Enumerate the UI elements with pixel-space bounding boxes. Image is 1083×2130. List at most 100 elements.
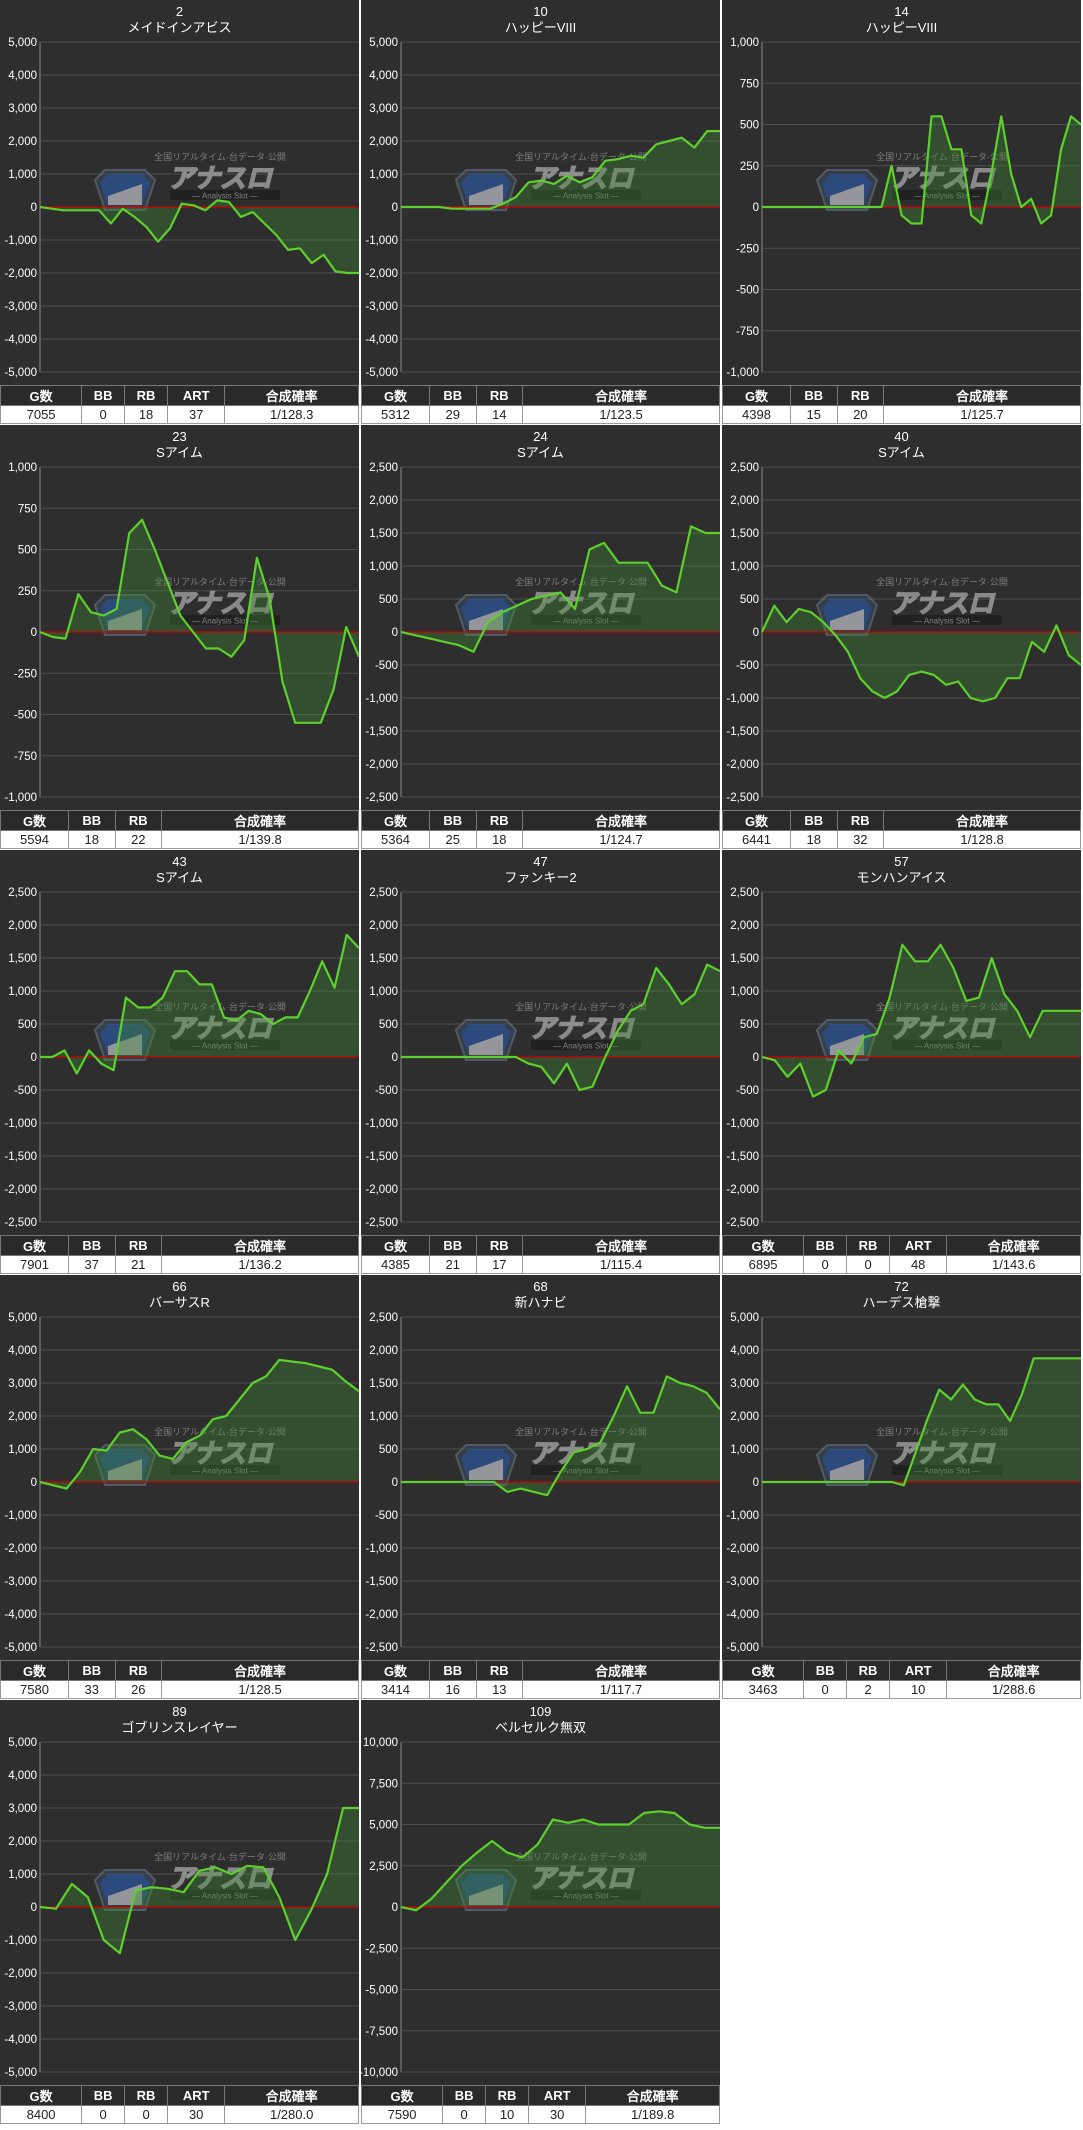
- y-tick-label: 2,000: [8, 920, 37, 932]
- stats-header: 合成確率: [224, 385, 359, 406]
- machine-number: 14: [894, 4, 909, 19]
- y-tick-label: 3,000: [8, 103, 37, 115]
- y-tick-label: -2,500: [726, 792, 759, 804]
- chart-panel: 5,000 4,000 3,000 2,000 1,000 0 -1,000 -2,000 -3…: [0, 0, 359, 424]
- stats-header: RB: [475, 385, 524, 406]
- y-tick-label: -5,000: [365, 367, 398, 379]
- y-tick-label: -2,000: [365, 1609, 398, 1621]
- stats-header: BB: [68, 1660, 116, 1681]
- y-tick-label: 0: [31, 1477, 37, 1489]
- stats-value: 13: [475, 1680, 524, 1699]
- machine-number: 2: [175, 4, 184, 19]
- stats-value: 1/189.8: [585, 2105, 720, 2124]
- chart-plot: 2,500 2,000 1,500 1,000 500 0 -500 -1,000 -1,500…: [365, 887, 720, 1229]
- chart-area: 1,000 750 500 250 0 -250 -500 -750 -1,000 全国リアルタイ…: [722, 0, 1081, 385]
- y-tick-label: 0: [392, 1902, 398, 1914]
- y-tick-label: -2,000: [4, 1543, 37, 1555]
- y-tick-label: 1,500: [369, 953, 398, 965]
- machine-name: Sアイム: [517, 445, 564, 460]
- watermark-top-text: 全国リアルタイム·台データ·公開: [515, 1001, 647, 1012]
- stats-header: RB: [114, 1660, 163, 1681]
- y-tick-label: -750: [14, 751, 37, 763]
- stats-header: ART: [528, 2085, 587, 2106]
- y-tick-label: -1,500: [4, 1151, 37, 1163]
- series-line: [39, 518, 359, 724]
- stats-value: 1/288.6: [946, 1680, 1081, 1699]
- watermark-main-text: アナスロ: [529, 1013, 634, 1043]
- y-tick-label: -4,000: [365, 334, 398, 346]
- stats-value: 3463: [721, 1680, 805, 1699]
- stats-header: G数: [360, 810, 431, 831]
- stats-value: 18: [68, 830, 116, 849]
- y-tick-label: 1,000: [730, 561, 759, 573]
- chart-panel: 5,000 4,000 3,000 2,000 1,000 0 -1,000 -2,000 -3…: [0, 1275, 359, 1699]
- chart-panel: 2,500 2,000 1,500 1,000 500 0 -500 -1,000 -1,500…: [360, 850, 720, 1274]
- y-tick-label: -250: [14, 668, 37, 680]
- series-line: [400, 525, 720, 653]
- y-tick-label: 1,000: [369, 986, 398, 998]
- watermark-top-text: 全国リアルタイム·台データ·公開: [876, 151, 1008, 162]
- chart-panel: 2,500 2,000 1,500 1,000 500 0 -500 -1,000 -1,500…: [721, 425, 1081, 849]
- stats-value: 0: [81, 2105, 126, 2124]
- watermark-sub-text: — Analysis Slot —: [553, 1892, 619, 1901]
- stats-value: 7580: [0, 1680, 70, 1699]
- machine-number: 89: [172, 1704, 187, 1719]
- chart-plot: 10,000 7,500 5,000 2,500 0 -2,500 -5,000 -7,500…: [361, 1737, 720, 2079]
- series-area: [40, 1808, 359, 1954]
- stats-header: 合成確率: [946, 1235, 1081, 1256]
- chart-plot: 5,000 4,000 3,000 2,000 1,000 0 -1,000 -2,000 -3…: [4, 37, 359, 379]
- stats-value: 1/128.5: [161, 1680, 359, 1699]
- y-tick-label: -1,500: [365, 1576, 398, 1588]
- y-tick-label: -2,000: [4, 268, 37, 280]
- y-tick-label: -500: [14, 710, 37, 722]
- machine-name: ハッピーVIII: [504, 20, 577, 35]
- series-line: [761, 604, 1081, 703]
- stats-value: 15: [790, 405, 838, 424]
- machine-name: ハーデス槍撃: [862, 1295, 941, 1310]
- y-tick-label: 4,000: [8, 70, 37, 82]
- chart-panel: 5,000 4,000 3,000 2,000 1,000 0 -1,000 -2,000 -3…: [360, 0, 720, 424]
- y-tick-label: 1,000: [369, 1411, 398, 1423]
- y-tick-label: -1,000: [726, 1510, 759, 1522]
- y-tick-label: 2,000: [8, 1836, 37, 1848]
- stats-header: 合成確率: [522, 385, 720, 406]
- stats-value: 30: [167, 2105, 226, 2124]
- y-tick-label: -1,000: [726, 367, 759, 379]
- watermark-main-text: アナスロ: [890, 163, 995, 193]
- stats-header: BB: [803, 1235, 848, 1256]
- stats-table: G数 BB RB ART 合成確率 7055 0 18 37 1/128.3: [0, 385, 359, 424]
- stats-header: 合成確率: [946, 1660, 1081, 1681]
- y-tick-label: 2,500: [730, 887, 759, 899]
- y-tick-label: 1,000: [730, 986, 759, 998]
- watermark-sub-text: — Analysis Slot —: [914, 617, 980, 626]
- machine-name: 新ハナビ: [514, 1295, 567, 1310]
- series-line: [762, 1357, 1081, 1487]
- watermark-top-text: 全国リアルタイム·台データ·公開: [515, 151, 647, 162]
- stats-table: G数 BB RB ART 合成確率 8400 0 0 30 1/280.0: [0, 2085, 359, 2124]
- stats-value: 5364: [360, 830, 431, 849]
- series-line: [40, 933, 359, 1075]
- y-tick-label: -1,500: [365, 1151, 398, 1163]
- y-tick-label: -10,000: [361, 2067, 398, 2079]
- y-tick-label: -5,000: [365, 1985, 398, 1997]
- y-tick-label: 500: [379, 1019, 398, 1031]
- y-tick-label: -500: [375, 660, 398, 672]
- stats-value: 29: [429, 405, 477, 424]
- series-line: [39, 1358, 359, 1490]
- stats-value: 1/125.7: [883, 405, 1081, 424]
- stats-header: RB: [124, 2085, 169, 2106]
- chart-area: 2,500 2,000 1,500 1,000 500 0 -500 -1,000 -1,500…: [361, 850, 720, 1235]
- watermark-main-text: アナスロ: [168, 588, 273, 618]
- stats-value: 30: [528, 2105, 587, 2124]
- stats-value: 7055: [0, 405, 83, 424]
- chart-panel: 1,000 750 500 250 0 -250 -500 -750 -1,000 全国リアルタイ…: [721, 0, 1081, 424]
- series-line: [761, 943, 1081, 1098]
- y-tick-label: -2,000: [726, 1543, 759, 1555]
- stats-value: 0: [81, 405, 126, 424]
- series-line: [762, 115, 1081, 225]
- watermark-sub-text: — Analysis Slot —: [192, 192, 258, 201]
- chart-area: 2,500 2,000 1,500 1,000 500 0 -500 -1,000 -1,500…: [0, 850, 359, 1235]
